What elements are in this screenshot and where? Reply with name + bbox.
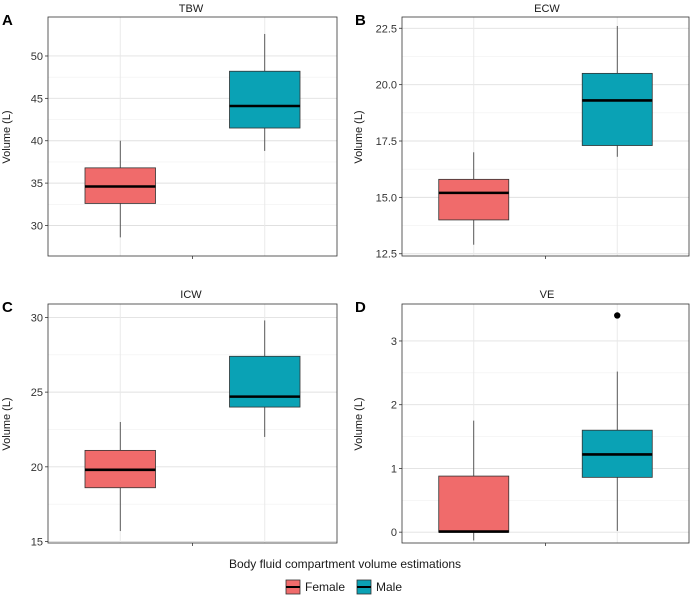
panel-a: A TBW Volume (L)	[1, 3, 204, 164]
y-tick-label: 1	[391, 463, 397, 475]
y-tick-label: 25	[31, 387, 43, 399]
y-axis-label-b: Volume (L)	[353, 110, 365, 163]
plot-tbw: 30 35 40 45 50	[31, 16, 338, 259]
panel-title-ecw: ECW	[534, 3, 560, 15]
panel-title-icw: ICW	[180, 289, 202, 301]
iqr-box	[581, 72, 653, 146]
panel-c: C ICW Volume (L)	[1, 289, 202, 451]
box-ecw-male	[581, 26, 653, 157]
y-tick-label: 3	[391, 336, 397, 348]
y-tick-label: 20.0	[376, 80, 397, 92]
y-tick-label: 2	[391, 400, 397, 412]
y-tick-label: 15.0	[376, 192, 397, 204]
box-tbw-female	[84, 140, 156, 238]
plot-background-tbw	[48, 17, 337, 256]
box-ve-female	[438, 420, 510, 541]
legend: Female Male	[285, 579, 402, 595]
y-tick-label: 15	[31, 537, 43, 549]
y-tick-label: 35	[31, 178, 43, 190]
y-tick-label: 45	[31, 93, 43, 105]
box-tbw-male	[229, 33, 301, 151]
y-tick-label: 20	[31, 462, 43, 474]
legend-label-female: Female	[305, 580, 345, 594]
box-icw-male	[229, 320, 301, 437]
panel-b: B ECW Volume (L)	[353, 3, 560, 164]
box-ecw-female	[438, 152, 510, 245]
panel-letter-b: B	[355, 12, 366, 29]
box-icw-female	[84, 422, 156, 532]
y-tick-label: 40	[31, 136, 43, 148]
y-tick-label: 17.5	[376, 136, 397, 148]
plot-icw: 15 20 25 30	[31, 303, 338, 549]
panel-letter-d: D	[355, 299, 366, 316]
panel-d: D VE Volume (L)	[353, 289, 554, 451]
iqr-box	[438, 475, 510, 533]
y-axis-label-d: Volume (L)	[353, 397, 365, 450]
legend-label-male: Male	[376, 580, 402, 594]
panel-title-ve: VE	[540, 289, 555, 301]
y-tick-label: 50	[31, 51, 43, 63]
iqr-box	[229, 70, 301, 129]
shared-x-axis-label: Body fluid compartment volume estimation…	[229, 557, 461, 571]
panel-title-tbw: TBW	[179, 3, 204, 15]
plot-ve: 0 1 2 3	[391, 303, 690, 546]
y-axis-label-a: Volume (L)	[1, 110, 13, 163]
y-tick-label: 30	[31, 312, 43, 324]
y-tick-label: 0	[391, 527, 397, 539]
iqr-box	[438, 178, 510, 221]
outlier-point	[614, 312, 621, 319]
y-axis-label-c: Volume (L)	[1, 397, 13, 450]
plot-ecw: 12.5 15.0 17.5 20.0 22.5	[376, 16, 690, 261]
plot-background-icw	[48, 304, 337, 543]
y-tick-label: 22.5	[376, 23, 397, 35]
y-tick-label: 30	[31, 220, 43, 232]
panel-letter-a: A	[2, 12, 13, 29]
box-ve-male	[581, 312, 653, 531]
y-tick-label: 12.5	[376, 249, 397, 261]
iqr-box	[229, 355, 301, 408]
panel-letter-c: C	[2, 299, 13, 316]
